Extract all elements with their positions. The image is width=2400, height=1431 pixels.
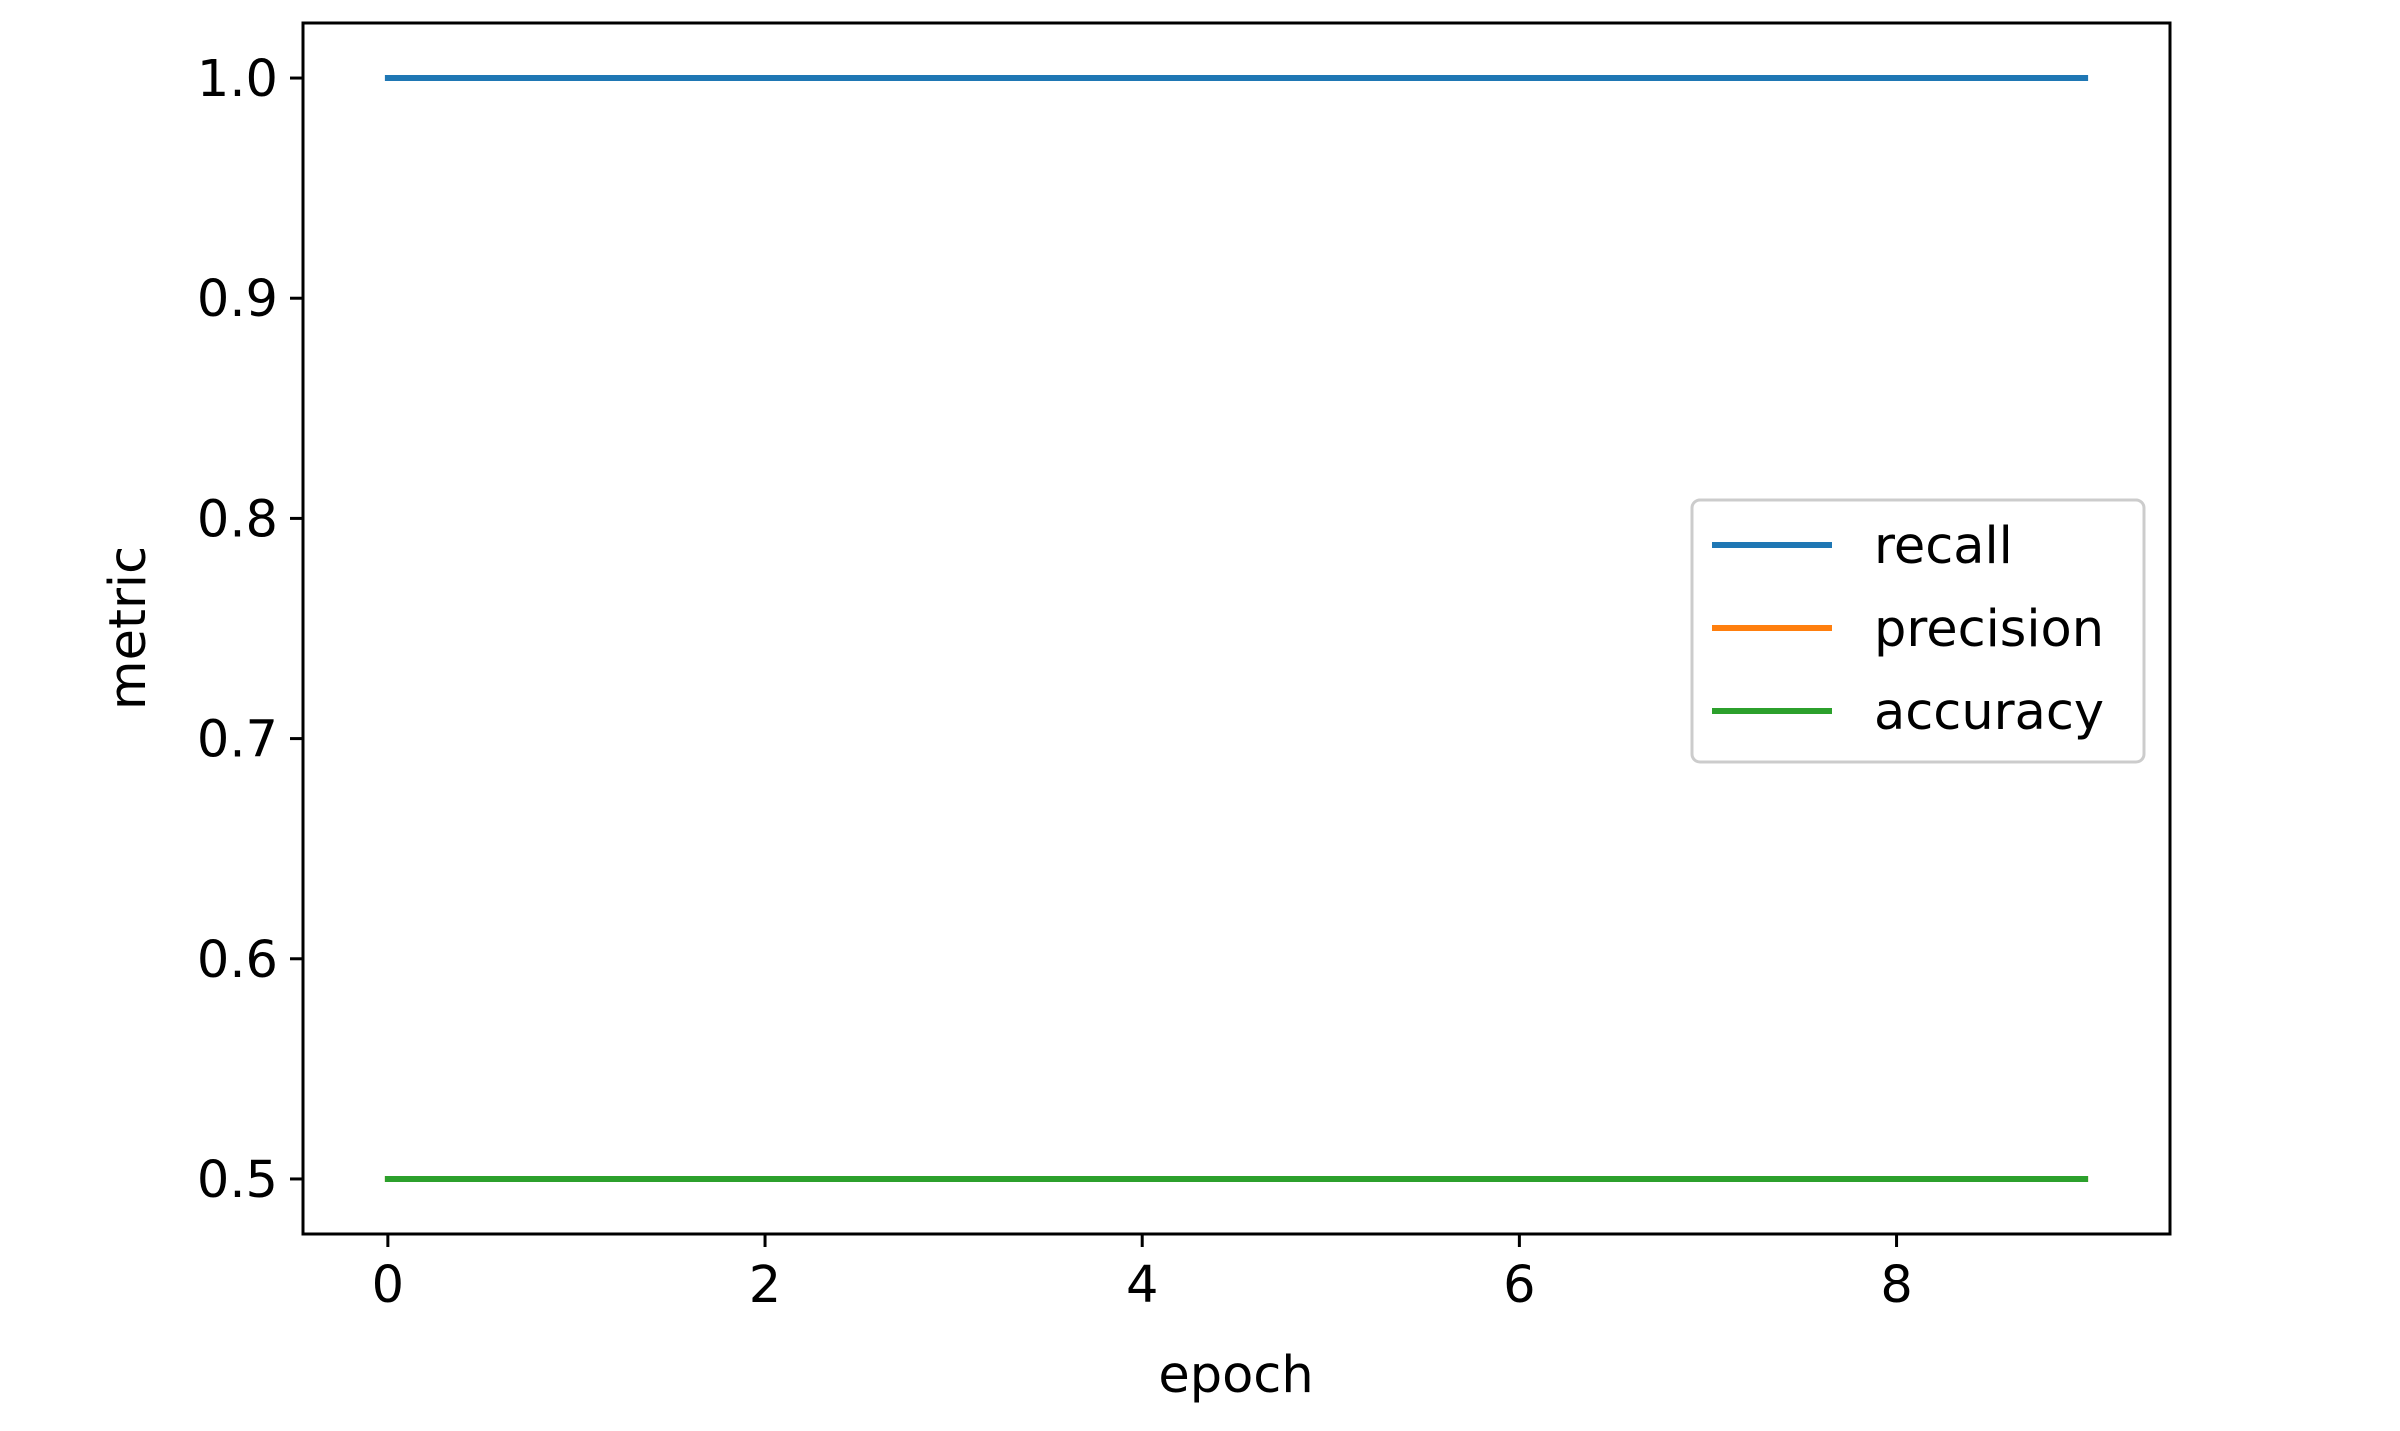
x-tick-label: 0 <box>372 1256 404 1315</box>
legend-box <box>1690 498 2146 764</box>
legend-label-recall: recall <box>1874 517 2013 576</box>
plot-frame <box>301 21 2172 1236</box>
y-tick-label: 0.6 <box>197 931 278 990</box>
series-layer <box>384 75 2089 1182</box>
y-tick-label: 0.5 <box>197 1151 278 1210</box>
x-tick-label: 2 <box>749 1256 781 1315</box>
y-tick-label: 0.7 <box>197 711 278 770</box>
y-tick-label: 1.0 <box>197 50 278 109</box>
y-axis-label: metric <box>99 546 158 710</box>
y-axis-ticks: 0.5 0.6 0.7 0.8 0.9 1.0 <box>197 50 303 1210</box>
legend: recall precision accuracy <box>1690 498 2146 764</box>
legend-label-accuracy: accuracy <box>1874 683 2104 742</box>
x-axis-label: epoch <box>1158 1346 1313 1405</box>
x-tick-label: 8 <box>1880 1256 1912 1315</box>
y-tick-label: 0.9 <box>197 270 278 329</box>
x-axis-ticks: 0 2 4 6 8 <box>372 1234 1913 1315</box>
y-tick-label: 0.8 <box>197 490 278 549</box>
legend-label-precision: precision <box>1874 600 2104 659</box>
x-tick-label: 6 <box>1503 1256 1535 1315</box>
x-tick-label: 4 <box>1126 1256 1158 1315</box>
